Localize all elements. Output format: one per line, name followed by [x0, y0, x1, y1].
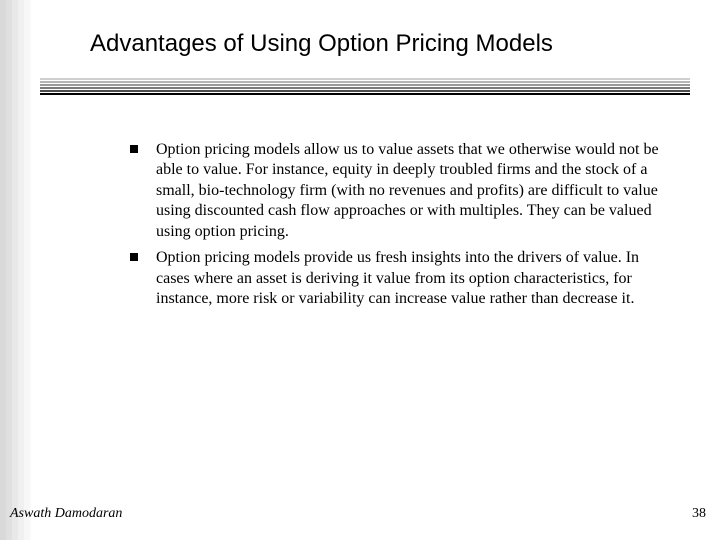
- underline-row: [40, 81, 690, 83]
- footer-author: Aswath Damodaran: [10, 506, 122, 522]
- stripe-col: [30, 0, 32, 540]
- title-container: Advantages of Using Option Pricing Model…: [90, 30, 660, 58]
- body-content: Option pricing models allow us to value …: [130, 140, 665, 316]
- square-bullet-icon: [130, 145, 138, 153]
- underline-row: [40, 90, 690, 92]
- bullet-text: Option pricing models provide us fresh i…: [156, 248, 665, 309]
- bullet-text: Option pricing models allow us to value …: [156, 140, 665, 242]
- bullet-item: Option pricing models provide us fresh i…: [130, 248, 665, 309]
- footer-page-number: 38: [692, 506, 706, 522]
- square-bullet-icon: [130, 253, 138, 261]
- underline-row: [40, 87, 690, 89]
- slide-title: Advantages of Using Option Pricing Model…: [90, 30, 660, 58]
- underline-row: [40, 78, 690, 80]
- bullet-item: Option pricing models allow us to value …: [130, 140, 665, 242]
- underline-row: [40, 93, 690, 95]
- title-underline: [40, 78, 690, 95]
- left-gradient-stripe: [0, 0, 32, 540]
- underline-row: [40, 84, 690, 86]
